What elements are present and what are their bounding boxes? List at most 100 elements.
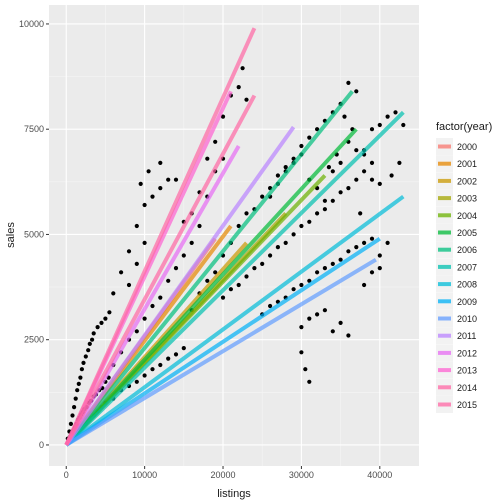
data-point: [377, 122, 382, 128]
data-point: [346, 333, 351, 338]
legend-label-2002: 2002: [457, 176, 477, 186]
data-point: [134, 379, 139, 384]
data-point: [244, 97, 249, 102]
data-point: [119, 270, 124, 275]
data-point: [107, 310, 112, 315]
y-tick-label: 0: [39, 440, 44, 450]
data-point: [362, 240, 367, 245]
data-point: [393, 110, 398, 115]
data-point: [75, 388, 80, 393]
data-point: [173, 352, 179, 357]
y-axis-ticks: 0 2500 5000 7500 10000: [19, 19, 49, 450]
data-point: [377, 253, 382, 258]
data-point: [240, 66, 245, 71]
data-point: [299, 143, 304, 149]
data-point: [103, 316, 108, 321]
data-point: [134, 261, 139, 266]
data-point: [173, 266, 179, 271]
trend-line-2007: [64, 110, 405, 447]
data-point: [369, 127, 375, 132]
data-point: [354, 177, 359, 182]
trend-lines: [64, 27, 405, 447]
data-point: [260, 194, 265, 199]
data-point: [326, 165, 331, 170]
data-point: [205, 156, 210, 161]
data-point: [307, 316, 312, 321]
legend-label-2015: 2015: [457, 400, 477, 410]
data-point: [79, 367, 84, 372]
data-point: [385, 114, 390, 119]
data-point: [291, 232, 296, 237]
legend-label-2007: 2007: [457, 262, 477, 272]
data-point: [369, 160, 375, 165]
data-point: [283, 165, 288, 170]
data-point: [342, 114, 347, 119]
data-point: [354, 148, 359, 153]
data-point: [181, 253, 186, 258]
legend-label-2014: 2014: [457, 383, 477, 393]
trend-line-2011: [64, 125, 296, 447]
y-tick-label: 7500: [24, 124, 44, 134]
data-point: [346, 80, 351, 85]
data-point: [126, 282, 132, 288]
data-point: [322, 266, 327, 271]
data-point: [385, 240, 390, 245]
data-point: [166, 356, 171, 361]
data-point: [83, 354, 88, 359]
x-axis-title: listings: [217, 488, 251, 500]
data-point: [401, 122, 406, 128]
data-point: [134, 329, 139, 334]
data-point: [72, 405, 77, 410]
data-point: [354, 245, 359, 250]
data-point: [73, 396, 78, 401]
data-point: [134, 223, 139, 229]
data-point: [330, 198, 335, 203]
data-point: [70, 413, 75, 418]
data-point: [330, 329, 335, 334]
data-point: [354, 89, 359, 94]
legend-label-2009: 2009: [457, 297, 477, 307]
x-tick-label: 0: [64, 470, 69, 480]
data-point: [307, 219, 312, 224]
data-point: [142, 202, 147, 208]
data-point: [330, 261, 335, 266]
legend: factor(year) 2000 2001 2002 2003 2004 2005 200…: [436, 121, 492, 413]
data-point: [189, 240, 194, 245]
data-point: [213, 270, 218, 275]
data-point: [213, 139, 218, 144]
legend-label-2005: 2005: [457, 228, 477, 238]
data-point: [299, 350, 304, 355]
legend-label-2003: 2003: [457, 194, 477, 204]
data-point: [150, 194, 155, 199]
legend-label-2006: 2006: [457, 245, 477, 255]
data-point: [220, 295, 226, 300]
data-point: [68, 421, 73, 426]
data-point: [377, 266, 382, 271]
data-point: [275, 173, 280, 178]
data-point: [307, 135, 312, 140]
data-point: [150, 303, 155, 309]
data-point: [181, 346, 186, 351]
data-point: [87, 341, 92, 346]
data-point: [338, 190, 343, 195]
data-point: [303, 367, 308, 372]
data-point: [338, 320, 343, 325]
data-point: [81, 360, 86, 365]
x-tick-label: 10000: [132, 470, 157, 480]
data-point: [338, 160, 343, 165]
data-point: [291, 287, 296, 292]
data-point: [76, 381, 81, 386]
data-point: [315, 127, 320, 132]
trend-line-2015: [64, 27, 257, 446]
legend-label-2010: 2010: [457, 314, 477, 324]
data-point: [166, 278, 171, 283]
data-point: [346, 186, 351, 191]
data-point: [369, 236, 375, 241]
legend-label-2001: 2001: [457, 159, 477, 169]
data-point: [315, 312, 320, 317]
data-point: [126, 249, 132, 254]
y-axis-title: sales: [5, 222, 17, 248]
legend-label-2008: 2008: [457, 280, 477, 290]
data-point: [158, 295, 163, 300]
data-point: [397, 160, 402, 165]
